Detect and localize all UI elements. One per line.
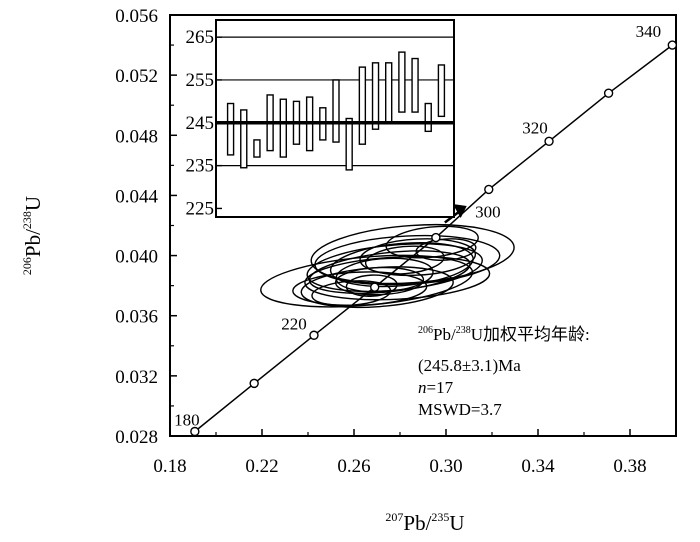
x-tick-label-1: 0.22 [245,456,278,477]
inset-age-bar-13 [385,62,393,124]
inset-age-bar-14 [398,51,406,113]
inset-y-tick-label-235: 235 [186,156,215,177]
inset-age-bar-17 [437,64,446,118]
y-axis-label-sup1: 206 [20,257,34,275]
annotation-n-symbol: n [418,378,427,397]
x-axis-label-sup2: 235 [431,510,449,524]
concordia-age-marker-300 [544,136,554,147]
inset-age-bar-2 [240,109,248,169]
annotation-title-sup2: 238 [456,325,471,336]
x-tick-label-4: 0.34 [521,456,555,477]
inset-age-bar-11 [358,66,367,145]
concordia-age-marker-200 [249,378,259,389]
x-axis-label-end: U [449,511,464,535]
analysis-ellipse-14 [364,245,445,275]
annotation-n: n=17 [418,378,454,397]
analysis-ellipse-12 [304,255,491,301]
inset-y-tick-label-265: 265 [186,27,215,48]
annotation-title-part1: Pb/ [433,325,456,344]
y-tick-label-2: 0.036 [115,307,158,328]
y-tick-label-5: 0.048 [115,126,158,147]
annotation-age: (245.8±3.1)Ma [418,356,521,375]
inset-panel: 225 235 245 255 265 [186,19,455,219]
plot-area [190,40,676,436]
x-tick-label-0: 0.18 [153,456,186,477]
annotation-mswd: MSWD=3.7 [418,400,502,419]
analysis-ellipse-6 [292,271,428,307]
y-tick-label-0: 0.028 [115,427,158,448]
x-axis-label-sup1: 207 [385,510,403,524]
concordia-age-label-320: 320 [522,118,548,137]
inset-age-bar-3 [253,139,261,158]
inset-age-bar-12 [371,62,380,130]
y-tick-label-7: 0.056 [115,6,158,27]
inset-age-bar-5 [279,98,287,158]
concordia-age-marker-260 [431,232,441,243]
x-axis-label: 207Pb/235U [385,510,464,535]
inset-age-bar-10 [345,117,353,171]
inset-age-bar-16 [424,102,432,133]
concordia-age-label-180: 180 [174,410,200,429]
x-axis-label-main: Pb/ [403,511,431,535]
y-tick-label-4: 0.044 [115,186,158,207]
inset-age-bar-15 [411,57,419,113]
concordia-age-marker-180 [190,426,200,436]
annotation-n-value: =17 [427,378,454,397]
inset-y-tick-label-245: 245 [186,113,215,134]
concordia-age-marker-220 [309,330,319,340]
analysis-ellipse-16 [415,238,477,261]
x-tick-label-5: 0.38 [613,456,646,477]
analysis-ellipse-1 [310,224,515,285]
concordia-age-label-300: 300 [475,203,501,222]
arrow-head [452,203,467,218]
inset-age-bar-1 [226,102,235,156]
concordia-age-marker-240 [370,282,380,292]
y-tick-label-3: 0.040 [115,247,158,268]
analysis-ellipse-15 [345,274,398,297]
y-axis-label-sup2: 238 [20,211,34,229]
y-tick-label-6: 0.052 [115,66,158,87]
inset-age-bar-9 [332,79,340,143]
annotation-title: 206Pb/238U加权平均年龄: [418,325,590,344]
inset-y-tick-label-255: 255 [186,70,215,91]
annotation-title-sup1: 206 [418,325,433,336]
y-axis-label: 206Pb/238U [20,196,45,275]
x-tick-label-3: 0.30 [429,456,462,477]
concordia-age-label-220: 220 [281,314,307,333]
concordia-age-marker-340 [667,40,676,50]
concordia-age-marker-280 [484,184,494,195]
y-axis-label-end: U [21,196,45,211]
y-axis-label-main: Pb/ [21,229,45,257]
y-tick-label-1: 0.032 [115,367,158,388]
inset-y-tick-label-225: 225 [186,198,215,219]
concordia-age-label-340: 340 [636,22,662,41]
concordia-age-marker-320 [603,88,614,98]
annotation-title-part2: U加权平均年龄: [471,325,590,344]
x-tick-label-2: 0.26 [337,456,370,477]
analysis-ellipse-7 [329,242,474,288]
